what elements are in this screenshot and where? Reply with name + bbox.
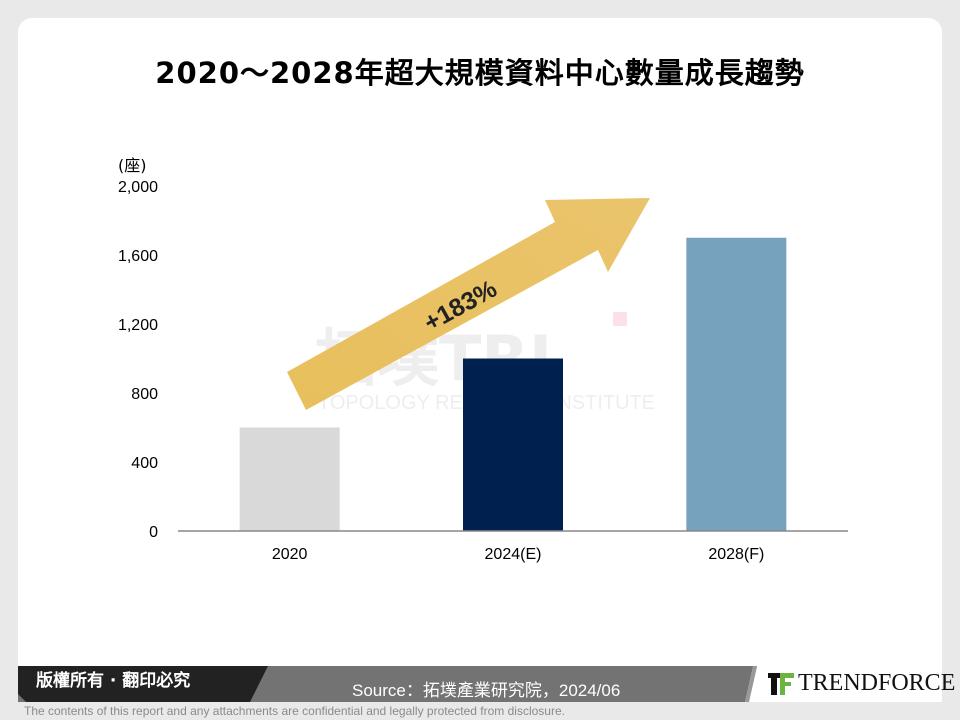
disclaimer: The contents of this report and any atta…: [24, 704, 565, 718]
y-tick-label: 0: [149, 524, 158, 541]
bar-2028(F): [686, 237, 787, 531]
footer-bar: [18, 666, 942, 702]
chart-title: 2020～2028年超大規模資料中心數量成長趨勢: [155, 56, 805, 90]
trendforce-logo: TRENDFORCE: [768, 670, 955, 697]
trendforce-logo-icon: [768, 672, 794, 695]
copyright-notice: 版權所有 · 翻印必究: [36, 671, 191, 691]
y-tick-label: 400: [131, 455, 158, 472]
growth-arrow: [287, 198, 650, 410]
source-note: Source：拓墣產業研究院，2024/06: [352, 681, 621, 700]
bar-2024(E): [463, 358, 563, 531]
y-tick-label: 2,000: [118, 179, 158, 196]
x-tick-label: 2024(E): [485, 546, 542, 563]
x-tick-label: 2028(F): [708, 546, 764, 563]
y-tick-label: 1,200: [118, 317, 158, 334]
bar-2020: [239, 427, 340, 531]
y-tick-label: 800: [131, 386, 158, 403]
y-axis-label: (座): [118, 156, 147, 175]
x-tick-label: 2020: [272, 546, 308, 563]
y-tick-label: 1,600: [118, 248, 158, 265]
